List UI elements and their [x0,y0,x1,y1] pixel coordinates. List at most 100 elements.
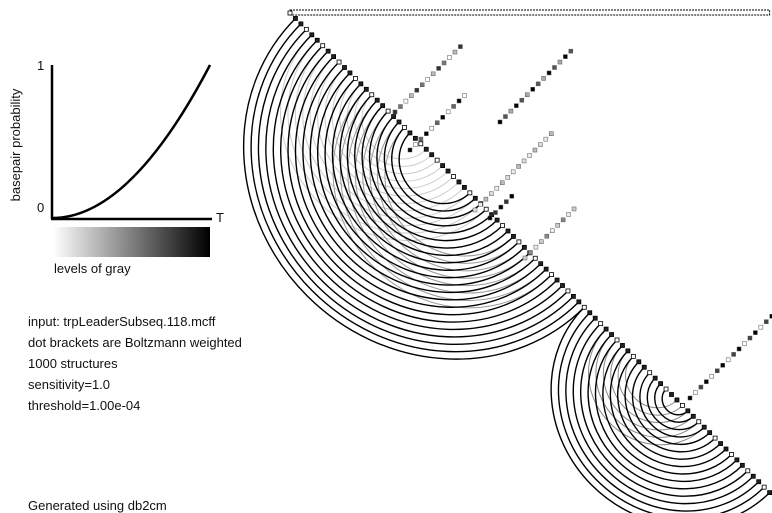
pair-dot [487,215,493,221]
pair-dot [550,228,555,233]
pair-dot [758,324,764,330]
pair-dot [497,119,503,125]
pair-dot [525,92,530,97]
basepair-arc [572,323,754,505]
pair-dot [424,131,429,136]
diagonal-dot [620,343,625,348]
legend: 1 0 T basepair probability levels of gra… [8,58,224,276]
basepair-arc [376,116,487,227]
pair-dot [715,368,720,373]
pair-dot [522,255,528,261]
pair-dot [420,82,425,87]
pair-dot [441,60,447,66]
basepair-arc [309,67,536,293]
basepair-arc [272,39,563,331]
pair-dot [413,142,418,147]
pair-dot [500,180,505,185]
pair-dot [544,233,550,239]
diagonal-dot [652,375,658,381]
basepair-arc [331,72,449,190]
diagonal-dot [293,16,298,21]
arc-plot [243,9,772,513]
pair-dot [566,212,571,217]
pair-dot [447,55,452,60]
basepair-arc [280,45,558,323]
diagonal-dot [658,381,663,387]
diagonal-dot [538,261,544,267]
diagonal-dot [750,473,756,479]
basepair-arc [631,366,711,446]
basepair-arc [588,328,705,446]
diagonal-dot [467,190,473,196]
diagonal-dot [391,114,396,119]
pair-dot [764,319,769,324]
pair-dot [398,104,403,109]
pair-dot [505,175,510,180]
pair-dot [747,335,753,341]
diagonal-dot [718,441,723,446]
pair-dot [409,93,414,98]
pair-dot [478,202,483,207]
diagonal-dot [369,92,375,98]
basepair-arc [609,350,727,468]
basepair-arc [354,99,504,249]
diagonal-dot [363,86,369,92]
pair-dot [403,98,409,104]
diagonal-dot [342,65,347,70]
diagonal-dot [696,419,702,425]
pair-dot [557,59,563,65]
pair-dot [571,206,577,212]
gray-label: levels of gray [54,261,131,276]
diagonal-dot [314,37,320,43]
diagonal-dot [587,310,593,316]
diagonal-dot [511,234,516,239]
basepair-arc [617,350,683,416]
basepair-arc [287,50,553,316]
basepair-arc [316,72,531,286]
basepair-arc [324,67,454,197]
diagonal-dot [729,452,734,457]
diagonal-dot [685,408,691,414]
diagonal-dot [576,299,582,305]
pair-dot [563,54,568,59]
pair-dot [494,185,500,191]
diagonal-dot [456,179,462,185]
pair-dot [698,384,704,390]
diagonal-dot [385,108,391,114]
diagonal-dot [707,430,713,436]
info-line: sensitivity=1.0 [28,377,110,392]
pair-dot [514,103,519,108]
diagonal-dot [680,402,685,408]
legend-x-label: T [216,210,224,225]
basepair-arc [602,344,732,475]
diagonal-dot [543,266,549,272]
basepair-arc [391,126,476,212]
diagonal-dot [374,97,380,103]
pair-dot [493,210,498,215]
basepair-arc [309,56,465,212]
pair-dot [731,352,736,357]
pair-dot [414,87,420,93]
basepair-arc [243,17,585,360]
diagonal-dot [298,21,304,27]
diagonal-dot [303,26,309,32]
legend-y-max: 1 [37,58,44,73]
pair-dot [483,196,489,202]
pair-dot [530,87,535,92]
basepair-arc [617,355,722,460]
info: input: trpLeaderSubseq.118.mcff dot brac… [28,314,242,513]
pair-dot [546,70,552,76]
diagonal-dot [609,332,614,337]
basepair-arc [361,105,498,242]
info-line: input: trpLeaderSubseq.118.mcff [28,314,216,329]
diagonal-dot [630,353,636,359]
pair-dot [509,193,515,199]
diagonal-dot [739,462,745,468]
basepair-arc [368,110,493,234]
basepair-arc [557,312,765,513]
diagonal-dot [565,288,571,294]
diagonal-dot [663,386,669,392]
pair-dot [519,97,525,103]
basepair-arc [625,355,678,409]
